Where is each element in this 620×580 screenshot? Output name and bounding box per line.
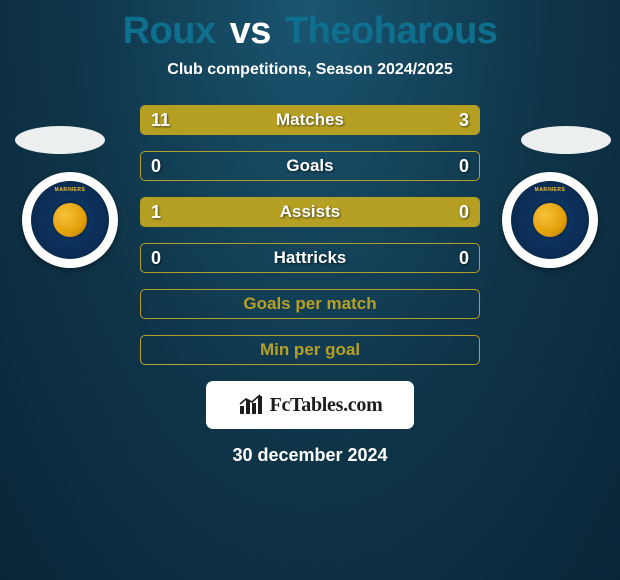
soccer-ball-icon — [533, 203, 567, 237]
stat-row: 00Hattricks — [140, 243, 480, 273]
comparison-date: 30 december 2024 — [0, 445, 620, 466]
stat-row: 00Goals — [140, 151, 480, 181]
subtitle: Club competitions, Season 2024/2025 — [0, 61, 620, 79]
player1-silhouette — [15, 126, 105, 154]
soccer-ball-icon — [53, 203, 87, 237]
stat-row: 10Assists — [140, 197, 480, 227]
player2-club-crest: MARINERS — [502, 172, 598, 268]
stat-label: Assists — [141, 198, 479, 226]
stat-label: Goals per match — [141, 290, 479, 318]
chart-icon — [238, 394, 264, 416]
stat-row: Min per goal — [140, 335, 480, 365]
title-player1: Roux — [123, 10, 216, 52]
stat-label: Matches — [141, 106, 479, 134]
stat-row: 113Matches — [140, 105, 480, 135]
title-vs: vs — [230, 10, 271, 52]
stat-bars: 113Matches 00Goals 10Assists 00Hattricks Goa… — [140, 105, 480, 365]
player2-silhouette — [521, 126, 611, 154]
player1-club-crest: MARINERS — [22, 172, 118, 268]
brand-pill: FcTables.com — [206, 381, 414, 429]
stat-label: Min per goal — [141, 336, 479, 364]
title-player2: Theoharous — [285, 10, 497, 52]
stat-label: Hattricks — [141, 244, 479, 272]
page-title: Roux vs Theoharous — [0, 0, 620, 53]
stat-row: Goals per match — [140, 289, 480, 319]
stat-label: Goals — [141, 152, 479, 180]
crest-label: MARINERS — [511, 187, 589, 193]
crest-label: MARINERS — [31, 187, 109, 193]
brand-text: FcTables.com — [270, 394, 383, 417]
